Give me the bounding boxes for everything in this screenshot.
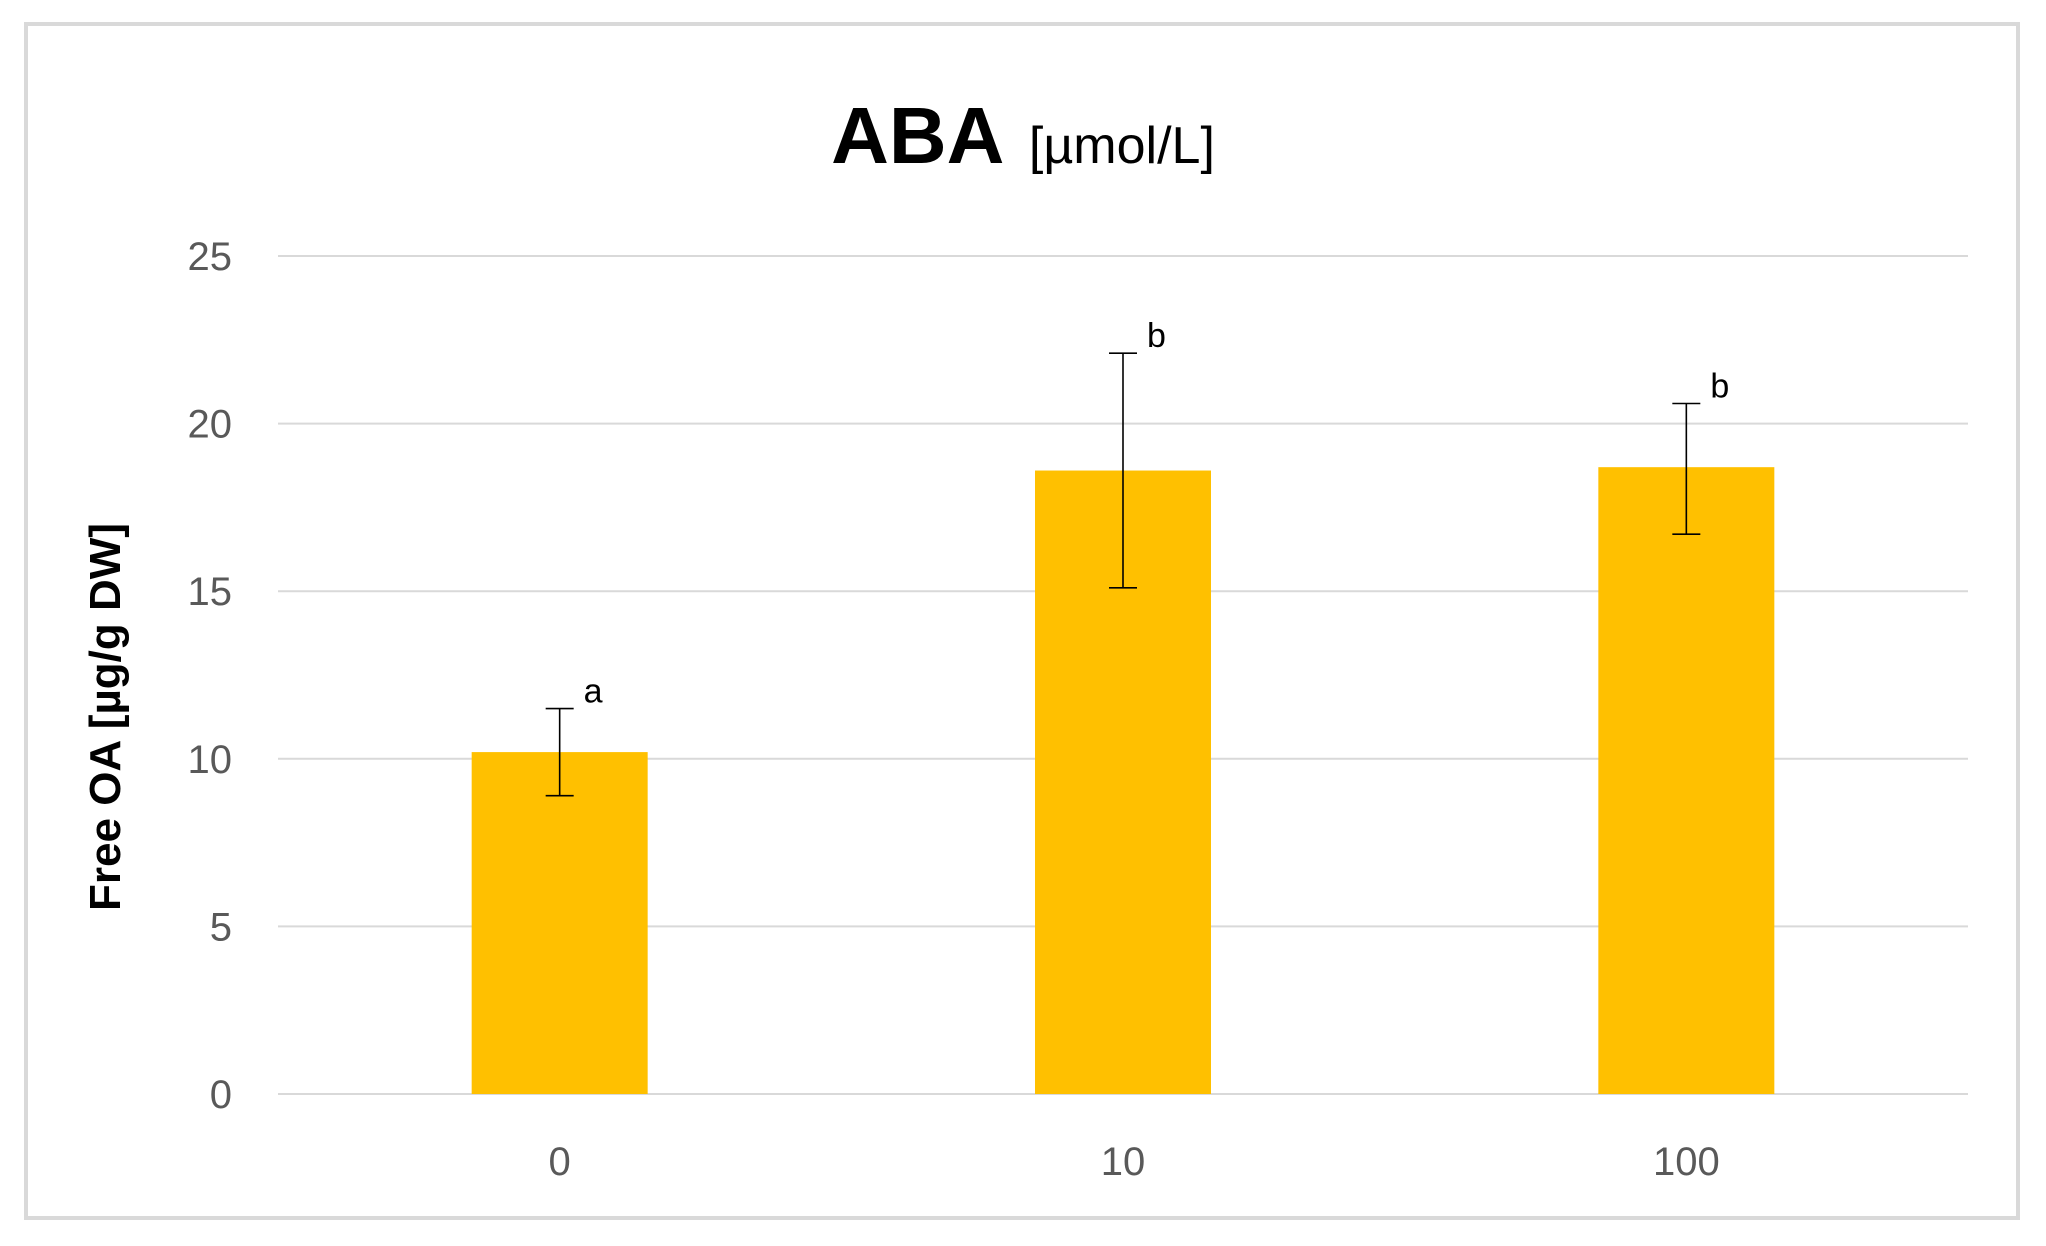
y-tick-label: 0 — [210, 1073, 232, 1117]
bar — [1598, 467, 1775, 1094]
x-axis-ticks: 0 10 100 — [549, 1140, 1720, 1184]
y-tick-label: 5 — [210, 905, 232, 949]
error-bars — [545, 352, 1701, 797]
error-bar — [545, 707, 574, 797]
chart-title: ABA [µmol/L] — [831, 91, 1215, 180]
chart-title-main: ABA — [831, 91, 1004, 180]
y-tick-label: 25 — [188, 235, 233, 279]
significance-label: b — [1147, 317, 1166, 355]
x-tick-label: 100 — [1653, 1140, 1720, 1184]
y-tick-label: 10 — [188, 738, 233, 782]
significance-label: a — [584, 673, 603, 711]
error-bar — [1672, 402, 1701, 536]
svg-text:ABA [µmol/L]: ABA [µmol/L] — [831, 91, 1215, 180]
error-bar — [1109, 352, 1137, 589]
y-axis-label: Free OA [µg/g DW] — [81, 523, 130, 911]
chart-title-unit: [µmol/L] — [1029, 117, 1215, 175]
bar — [471, 752, 648, 1094]
x-tick-label: 10 — [1101, 1140, 1146, 1184]
bars — [471, 467, 1775, 1094]
significance-label: b — [1710, 367, 1729, 405]
y-axis-ticks: 0 5 10 15 20 25 — [188, 235, 233, 1117]
y-tick-label: 15 — [188, 570, 233, 614]
significance-labels: a b b — [584, 317, 1730, 710]
y-tick-label: 20 — [188, 403, 233, 447]
x-tick-label: 0 — [549, 1140, 571, 1184]
